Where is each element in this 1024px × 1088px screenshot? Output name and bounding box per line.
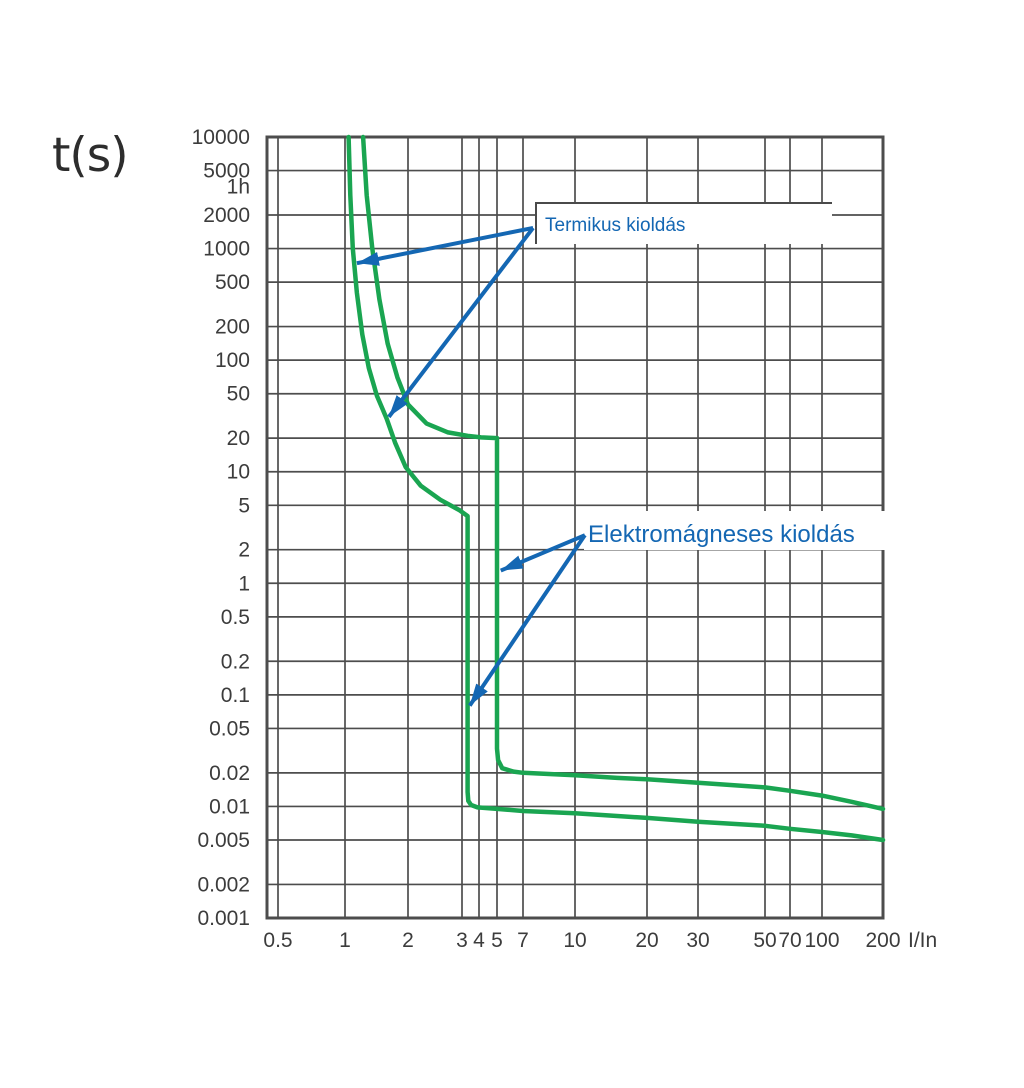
x-tick-label: 0.5	[263, 929, 292, 952]
y-tick-label: 10	[227, 461, 250, 484]
y-tick-label: 0.1	[221, 684, 250, 707]
x-tick-label: 2	[402, 929, 414, 952]
annotation-label-termikus: Termikus kioldás	[545, 215, 685, 236]
y-tick-label: 1h	[227, 176, 250, 199]
annotation-arrow-elektromagneses	[499, 533, 586, 573]
curve-upper-tolerance-band	[360, 134, 886, 812]
x-tick-label: 7	[517, 929, 529, 952]
x-axis-unit-label: I/In	[908, 929, 937, 952]
y-tick-label: 1	[238, 572, 250, 595]
x-tick-label: 20	[635, 929, 658, 952]
annotation-box-border-termikus	[535, 202, 832, 244]
y-tick-label: 0.002	[197, 873, 250, 896]
y-tick-label: 0.001	[197, 907, 250, 930]
y-tick-label: 0.02	[209, 762, 250, 785]
x-tick-label: 70	[778, 929, 801, 952]
y-tick-label: 0.005	[197, 829, 250, 852]
y-tick-label: 0.5	[221, 606, 250, 629]
y-tick-label: 50	[227, 383, 250, 406]
annotation-arrow-termikus	[387, 226, 535, 419]
y-tick-label: 5	[238, 494, 250, 517]
x-tick-label: 30	[686, 929, 709, 952]
y-tick-label: 2000	[203, 204, 250, 227]
annotation-box-termikus	[536, 203, 832, 244]
y-tick-label: 2	[238, 539, 250, 562]
x-tick-label: 100	[804, 929, 839, 952]
x-tick-label: 50	[753, 929, 776, 952]
y-tick-label: 1000	[203, 238, 250, 261]
annotation-arrow-termikus	[356, 226, 534, 266]
y-tick-label: 200	[215, 316, 250, 339]
chart-title: t(s)	[52, 128, 129, 183]
annotation-arrow-elektromagneses	[468, 534, 587, 707]
y-tick-label: 100	[215, 349, 250, 372]
y-tick-label: 20	[227, 427, 250, 450]
x-tick-label: 1	[339, 929, 351, 952]
annotation-label-elektromagneses: Elektromágneses kioldás	[588, 521, 855, 548]
y-tick-label: 0.01	[209, 795, 250, 818]
x-tick-label: 4	[473, 929, 485, 952]
x-tick-label: 10	[563, 929, 586, 952]
x-tick-label: 200	[865, 929, 900, 952]
x-tick-label: 3	[456, 929, 468, 952]
y-tick-label: 0.2	[221, 650, 250, 673]
y-tick-label: 10000	[192, 126, 250, 149]
y-tick-label: 5000	[203, 160, 250, 183]
y-tick-label: 500	[215, 271, 250, 294]
curve-lower-tolerance-band	[346, 134, 886, 843]
y-tick-label: 0.05	[209, 717, 250, 740]
annotation-box-elektromagneses	[584, 511, 887, 550]
x-tick-label: 5	[491, 929, 503, 952]
